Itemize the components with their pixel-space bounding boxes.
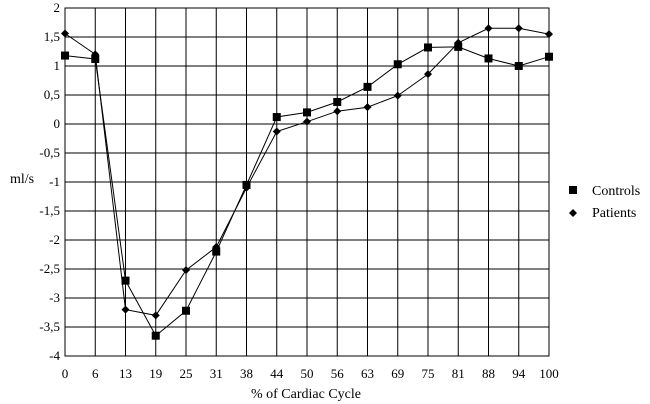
patients-point	[545, 30, 553, 39]
y-tick-label: 0	[54, 116, 61, 131]
controls-point	[393, 60, 402, 69]
patients-point	[121, 305, 130, 314]
legend: Controls Patients	[569, 184, 640, 221]
controls-point	[333, 97, 342, 106]
controls-point	[182, 306, 190, 315]
x-tick-label: 63	[361, 366, 374, 381]
patients-point	[393, 91, 402, 100]
x-tick-label: 50	[301, 366, 314, 381]
x-axis-label: % of Cardiac Cycle	[251, 387, 361, 402]
x-tick-label: 75	[422, 366, 435, 381]
x-tick-label: 94	[512, 366, 526, 381]
x-tick-label: 25	[180, 366, 193, 381]
x-tick-label: 38	[240, 366, 253, 381]
patients-point	[363, 103, 372, 112]
legend-controls-label: Controls	[592, 184, 640, 199]
controls-point	[514, 62, 523, 70]
y-tick-label: 1,5	[44, 29, 60, 44]
patients-point	[333, 107, 342, 116]
controls-point	[545, 52, 553, 61]
patients-point	[454, 38, 463, 47]
y-tick-label: -3,5	[39, 319, 60, 334]
x-tick-label: 31	[210, 366, 223, 381]
x-tick-label: 44	[270, 366, 284, 381]
x-tick-label: 88	[482, 366, 495, 381]
y-tick-label: -1	[49, 174, 60, 189]
legend-patients-label: Patients	[592, 206, 636, 221]
patients-point	[182, 266, 190, 275]
y-tick-label: 2	[54, 0, 61, 15]
y-tick-label: 1	[54, 58, 61, 73]
controls-point	[151, 331, 160, 340]
controls-point	[212, 247, 221, 256]
x-tick-label: 13	[119, 366, 132, 381]
patients-point	[514, 24, 523, 33]
x-tick-label: 81	[452, 366, 465, 381]
controls-point	[61, 51, 69, 60]
controls-point	[424, 43, 432, 52]
x-tick-label: 19	[149, 366, 162, 381]
y-tick-label: -2	[49, 232, 60, 247]
patients-point	[61, 29, 69, 38]
controls-point	[91, 55, 100, 64]
patients-point	[91, 50, 100, 59]
x-tick-label: 69	[391, 366, 404, 381]
patients-point	[151, 311, 160, 320]
controls-point	[272, 113, 281, 122]
controls-point	[303, 108, 311, 117]
y-tick-label: -1,5	[39, 203, 60, 218]
x-tick-label: 0	[62, 366, 69, 381]
patients-point	[424, 70, 432, 79]
patients-point	[242, 183, 251, 192]
x-tick-label: 56	[331, 366, 345, 381]
y-tick-label: -4	[49, 348, 60, 363]
patients-point	[303, 117, 311, 126]
controls-point	[454, 42, 463, 51]
y-tick-label: -2,5	[39, 261, 60, 276]
patients-point	[212, 242, 221, 251]
controls-point	[363, 82, 372, 91]
x-axis-ticks: 0 6 13 19 25 31 38 44 50 56 63 69 75 81 88 94 100	[62, 366, 559, 381]
y-tick-label: 0,5	[44, 87, 60, 102]
y-axis-label: ml/s	[10, 172, 34, 187]
patients-point	[484, 24, 493, 33]
y-tick-label: -0,5	[39, 145, 60, 160]
controls-point	[121, 276, 130, 285]
plot-area-border	[64, 7, 550, 357]
x-tick-label: 100	[539, 366, 559, 381]
y-axis-ticks: 2 1,5 1 0,5 0 -0,5 -1 -1,5 -2 -2,5 -3 -3,5 -4	[39, 0, 60, 363]
controls-point	[484, 54, 493, 63]
legend-controls-marker	[569, 186, 577, 194]
series-markers	[61, 24, 553, 340]
x-tick-label: 6	[92, 366, 99, 381]
legend-patients-marker	[569, 209, 577, 217]
patients-point	[272, 127, 281, 136]
grid-lines	[64, 7, 550, 357]
y-tick-label: -3	[49, 290, 60, 305]
